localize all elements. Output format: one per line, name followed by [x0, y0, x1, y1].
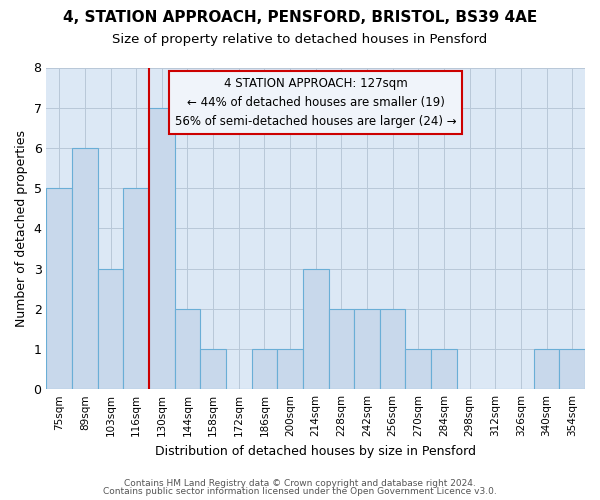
- Bar: [72, 148, 98, 389]
- Bar: [534, 349, 559, 389]
- Bar: [277, 349, 303, 389]
- Bar: [380, 309, 406, 389]
- Bar: [46, 188, 72, 389]
- Text: 4, STATION APPROACH, PENSFORD, BRISTOL, BS39 4AE: 4, STATION APPROACH, PENSFORD, BRISTOL, …: [63, 10, 537, 25]
- Bar: [251, 349, 277, 389]
- Text: Size of property relative to detached houses in Pensford: Size of property relative to detached ho…: [112, 32, 488, 46]
- Bar: [303, 268, 329, 389]
- Y-axis label: Number of detached properties: Number of detached properties: [15, 130, 28, 327]
- Bar: [149, 108, 175, 389]
- Bar: [200, 349, 226, 389]
- Bar: [431, 349, 457, 389]
- Bar: [354, 309, 380, 389]
- Text: Contains HM Land Registry data © Crown copyright and database right 2024.: Contains HM Land Registry data © Crown c…: [124, 478, 476, 488]
- X-axis label: Distribution of detached houses by size in Pensford: Distribution of detached houses by size …: [155, 444, 476, 458]
- Bar: [98, 268, 124, 389]
- Bar: [329, 309, 354, 389]
- Bar: [124, 188, 149, 389]
- Bar: [406, 349, 431, 389]
- Bar: [559, 349, 585, 389]
- Bar: [175, 309, 200, 389]
- Text: 4 STATION APPROACH: 127sqm
← 44% of detached houses are smaller (19)
56% of semi: 4 STATION APPROACH: 127sqm ← 44% of deta…: [175, 77, 457, 128]
- Text: Contains public sector information licensed under the Open Government Licence v3: Contains public sector information licen…: [103, 487, 497, 496]
